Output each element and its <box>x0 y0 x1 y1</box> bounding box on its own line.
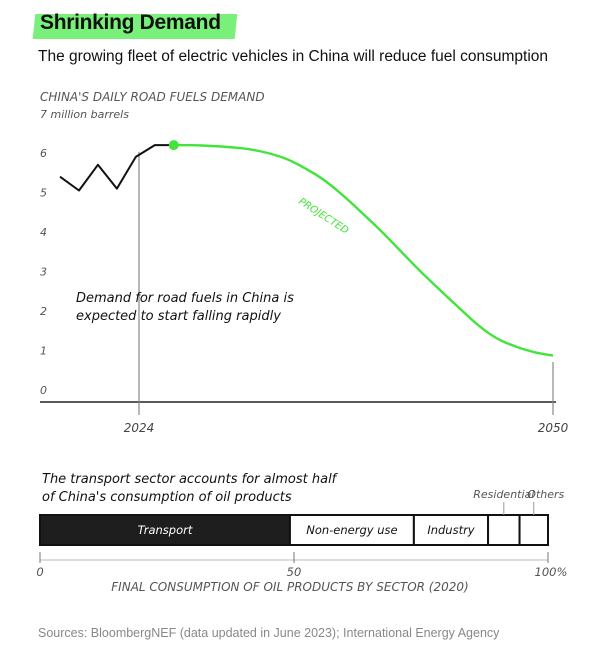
y-tick-label: 6 <box>40 147 47 160</box>
bar-axis-tick-label: 100% <box>535 565 568 579</box>
page-title: Shrinking Demand <box>40 11 221 34</box>
annotation-line-2: expected to start falling rapidly <box>76 309 281 324</box>
y-tick-label: 3 <box>40 266 47 279</box>
bar-label: Residential <box>473 488 534 501</box>
bar-axis-tick-label: 0 <box>36 565 43 579</box>
source-note: Sources: BloombergNEF (data updated in J… <box>38 626 500 640</box>
y-tick-labels: 0 1 2 3 4 5 6 <box>40 147 47 397</box>
bar-segment-non-energy-use <box>288 514 415 546</box>
y-tick-label: 4 <box>40 226 47 239</box>
bar-label: Transport <box>138 523 193 537</box>
y-tick-label: 2 <box>40 305 47 318</box>
y-tick-label: 0 <box>40 384 47 397</box>
line-chart-title: CHINA'S DAILY ROAD FUELS DEMAND <box>40 90 265 104</box>
bar-segment-others <box>518 514 550 546</box>
series-historical-line <box>59 144 174 192</box>
chart-canvas: CHINA'S DAILY ROAD FUELS DEMAND 7 millio… <box>36 90 569 594</box>
bar-label: Others <box>527 488 564 501</box>
page-subtitle: The growing fleet of electric vehicles i… <box>38 48 549 65</box>
title-block: Shrinking Demand <box>32 11 238 39</box>
projected-label: PROJECTED <box>296 196 350 237</box>
bar-chart-x-label: FINAL CONSUMPTION OF OIL PRODUCTS BY SEC… <box>111 580 468 594</box>
y-tick-label: 5 <box>40 187 47 200</box>
current-point-marker <box>168 140 179 151</box>
bar-axis-tick-label: 50 <box>287 565 302 579</box>
series-projected-line <box>173 143 554 357</box>
x-tick-2050: 2050 <box>538 421 569 435</box>
bar-label: Non-energy use <box>306 523 397 537</box>
y-axis-label: 7 million barrels <box>40 108 129 121</box>
bar-chart-title-line-1: The transport sector accounts for almost… <box>42 472 339 487</box>
annotation-line-1: Demand for road fuels in China is <box>76 291 294 306</box>
bar-segments: Transport Non-energy use Industry Residenti… <box>39 488 565 546</box>
bar-chart-title-line-2: of China's consumption of oil products <box>42 490 292 505</box>
bar-axis-ticks: 0 50 100% <box>36 552 567 579</box>
y-tick-label: 1 <box>40 345 47 358</box>
bar-label: Industry <box>427 523 474 537</box>
bar-segment-residential <box>487 514 521 546</box>
x-tick-2024: 2024 <box>124 421 155 435</box>
